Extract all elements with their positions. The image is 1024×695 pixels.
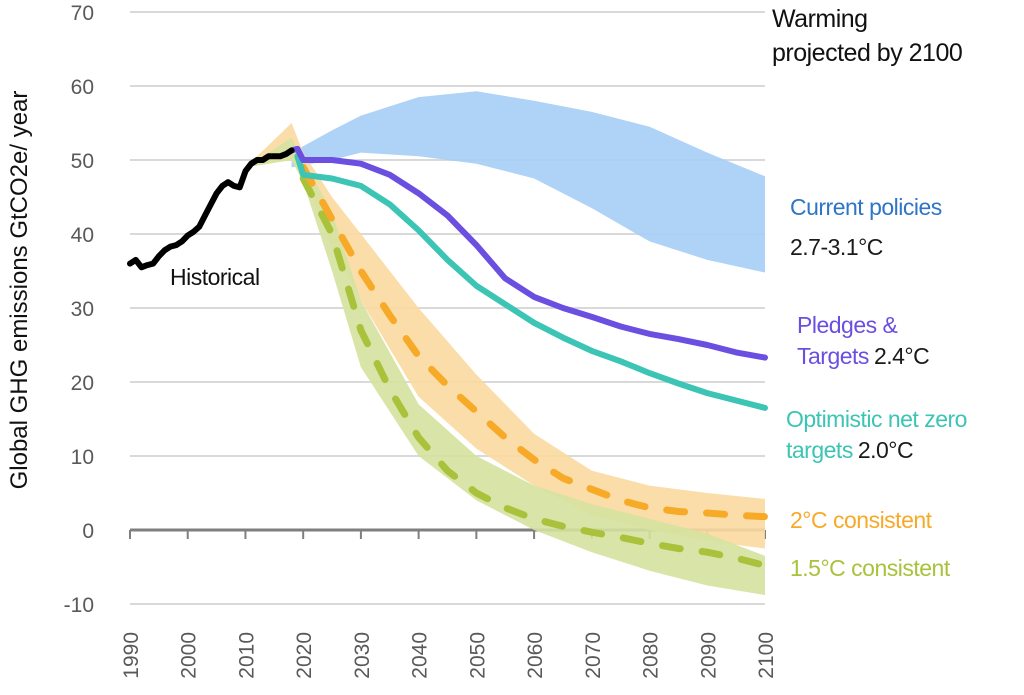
series-label: Optimistic net zero targets 2.0°C (786, 404, 1024, 466)
warming-label: 2.7-3.1°C (790, 234, 883, 260)
series-label: Pledges & Targets 2.4°C (797, 310, 972, 372)
y-tick-label: 10 (71, 446, 94, 469)
series-label: Current policies 2.7-3.1°C (790, 192, 1010, 263)
series-name: Pledges & Targets (797, 312, 898, 369)
series-line (299, 175, 769, 569)
y-tick-label: 20 (71, 372, 94, 395)
y-tick-label: -10 (64, 594, 94, 617)
series-line (288, 145, 768, 361)
series-label: 2°C consistent (790, 505, 932, 536)
y-tick-label: 70 (71, 2, 94, 25)
series-line (127, 147, 295, 271)
y-tick-label: 30 (71, 298, 94, 321)
y-tick-label: 60 (71, 76, 94, 99)
series-line (299, 163, 769, 521)
range-band (245, 137, 765, 596)
range-band (291, 91, 765, 273)
series-label: 1.5°C consistent (790, 553, 950, 584)
x-tick-label: 1990 (120, 632, 143, 679)
warming-label: 2.4°C (873, 343, 930, 369)
series-name: Historical (170, 264, 260, 290)
warming-label: 2.0°C (857, 437, 914, 463)
y-tick-label: 40 (71, 224, 94, 247)
x-tick-label: 2040 (409, 632, 432, 679)
x-tick-label: 2080 (640, 632, 663, 679)
x-tick-label: 2100 (755, 632, 778, 679)
y-tick-label: 0 (82, 520, 94, 543)
x-tick-label: 2070 (582, 632, 605, 679)
series-name: Optimistic net zero targets (786, 406, 967, 463)
x-tick-label: 2060 (524, 632, 547, 679)
x-tick-label: 2090 (697, 632, 720, 679)
series-name: Current policies (790, 194, 942, 220)
y-axis-label: Global GHG emissions GtCO2e/ year (6, 91, 33, 490)
x-tick-label: 2030 (351, 632, 374, 679)
y-tick-label: 50 (71, 150, 94, 173)
series-name: 2°C consistent (790, 507, 932, 533)
x-tick-label: 2010 (235, 632, 258, 679)
series-line (294, 153, 768, 411)
chart-title: Warming projected by 2100 (772, 5, 963, 67)
x-tick-label: 2000 (178, 632, 201, 679)
x-tick-label: 2020 (293, 632, 316, 679)
series-name: 1.5°C consistent (790, 555, 950, 581)
x-tick-label: 2050 (466, 632, 489, 679)
series-label: Historical (170, 262, 260, 293)
